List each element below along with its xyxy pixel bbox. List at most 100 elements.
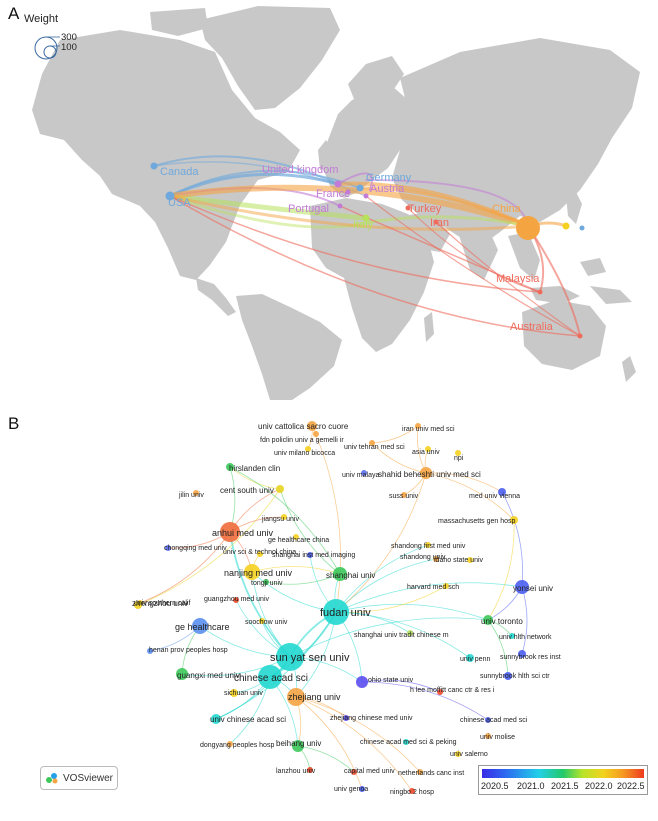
institution-node bbox=[425, 542, 431, 548]
colorbar-tick: 2022.5 bbox=[617, 781, 645, 791]
institution-node bbox=[483, 615, 493, 625]
institution-label: sunnybrook hlth sci ctr bbox=[480, 673, 550, 680]
institution-node bbox=[515, 580, 529, 594]
institution-label: univ malaya bbox=[342, 472, 379, 479]
weight-legend-value: 300 bbox=[61, 32, 77, 43]
institution-label: shandong univ bbox=[400, 554, 446, 561]
institution-node bbox=[263, 579, 269, 585]
institution-node bbox=[226, 463, 234, 471]
institution-node bbox=[323, 599, 349, 625]
institution-node bbox=[211, 714, 221, 724]
institution-node bbox=[313, 431, 319, 437]
institution-label: univ hlth network bbox=[499, 634, 552, 641]
country-label: Turkey bbox=[408, 203, 442, 215]
institution-label: beihang univ bbox=[276, 739, 321, 748]
collaboration-links bbox=[153, 155, 581, 337]
network-edge bbox=[501, 491, 523, 588]
vosviewer-logo: VOSviewer bbox=[40, 766, 118, 790]
panel-b-letter: B bbox=[8, 414, 20, 433]
institution-label: zhejiang univ bbox=[288, 692, 341, 702]
institution-node bbox=[230, 689, 238, 697]
network-edge bbox=[229, 466, 281, 490]
institution-collaboration-network: univ cattolica sacro cuore iran univ med … bbox=[132, 421, 561, 796]
institution-label: suss univ bbox=[389, 493, 419, 500]
institution-label: hirslanden clin bbox=[229, 464, 280, 473]
network-edge bbox=[371, 425, 419, 444]
network-edges bbox=[137, 425, 528, 792]
institution-node bbox=[504, 672, 512, 680]
institution-node bbox=[276, 485, 284, 493]
institution-label: asia univ bbox=[412, 449, 440, 456]
institution-label: univ sci & technol china bbox=[223, 549, 296, 556]
network-edge bbox=[335, 582, 523, 613]
network-edge bbox=[229, 531, 291, 658]
institution-label: ge healthcare china bbox=[268, 537, 329, 544]
vosviewer-logo-text: VOSviewer bbox=[63, 772, 114, 784]
institution-node bbox=[233, 597, 239, 603]
network-nodes bbox=[134, 421, 529, 794]
institution-node bbox=[485, 733, 491, 739]
institution-label: nanjing med univ bbox=[224, 568, 293, 578]
institution-node bbox=[293, 534, 299, 540]
institution-label: shahid beheshti univ med sci bbox=[378, 470, 481, 479]
country-label: Canada bbox=[160, 166, 199, 178]
colorbar-tick: 2020.5 bbox=[481, 781, 509, 791]
institution-label: univ salerno bbox=[450, 751, 488, 758]
institution-label: chongqing med univ bbox=[164, 545, 227, 552]
institution-label: henan prov peoples hosp bbox=[149, 647, 228, 654]
country-label: Germany bbox=[366, 172, 412, 184]
institution-node bbox=[415, 423, 421, 429]
network-edge bbox=[137, 488, 281, 606]
institution-label: ohio state univ bbox=[368, 677, 414, 684]
colorbar-tick: 2022.0 bbox=[585, 781, 613, 791]
vosviewer-logo-icon bbox=[46, 773, 58, 784]
country-label: Austria bbox=[370, 183, 405, 195]
institution-node bbox=[257, 551, 263, 557]
network-labels: univ cattolica sacro cuore iran univ med … bbox=[132, 422, 561, 796]
institution-label: jiangsu univ bbox=[261, 516, 299, 523]
institution-node bbox=[259, 618, 265, 624]
institution-node bbox=[401, 492, 407, 498]
network-edge bbox=[229, 466, 341, 575]
institution-label: tongji univ bbox=[251, 580, 283, 587]
institution-node bbox=[437, 689, 443, 695]
institution-node bbox=[220, 522, 240, 542]
institution-node bbox=[147, 648, 153, 654]
institution-label: zhejiang chinese med univ bbox=[330, 715, 413, 722]
institution-label: harvard med sch bbox=[407, 584, 459, 591]
network-edge bbox=[487, 519, 515, 621]
country-label: China bbox=[492, 203, 522, 215]
weight-legend: Weight 300 100 bbox=[24, 13, 77, 60]
institution-label: univ milano bicocca bbox=[274, 450, 335, 457]
year-colorbar: 2020.5 2021.0 2021.5 2022.0 2022.5 bbox=[478, 765, 648, 795]
institution-label: guangxi med univ bbox=[177, 671, 240, 680]
institution-node bbox=[356, 676, 368, 688]
network-edge bbox=[289, 617, 489, 658]
network-edge bbox=[265, 573, 341, 585]
institution-node bbox=[518, 650, 526, 658]
institution-label: guangzhou med univ bbox=[204, 596, 269, 603]
institution-label: chinese acad med sci bbox=[460, 717, 528, 724]
country-label: Malaysia bbox=[496, 273, 540, 285]
network-edge bbox=[487, 619, 509, 677]
network-edge bbox=[361, 679, 441, 693]
institution-node bbox=[467, 557, 473, 563]
network-edge bbox=[295, 696, 363, 790]
institution-node bbox=[276, 643, 304, 671]
institution-label: anhui med univ bbox=[212, 528, 274, 538]
institution-label: netherlands canc inst bbox=[398, 770, 464, 777]
institution-node bbox=[485, 717, 491, 723]
weight-legend-value: 100 bbox=[61, 42, 77, 53]
institution-node bbox=[455, 751, 461, 757]
institution-node bbox=[466, 654, 474, 662]
institution-label: univ cattolica sacro cuore bbox=[258, 422, 349, 431]
institution-node bbox=[134, 601, 142, 609]
country-labels: Canada USA United kingdom Germany France… bbox=[160, 164, 554, 333]
institution-label: cent south univ bbox=[220, 486, 274, 495]
institution-node bbox=[176, 668, 188, 680]
institution-node bbox=[351, 769, 357, 775]
colorbar-tick: 2021.5 bbox=[551, 781, 579, 791]
institution-node bbox=[417, 769, 423, 775]
institution-label: shanghai inst med imaging bbox=[272, 552, 355, 559]
country-label: Portugal bbox=[288, 203, 329, 215]
